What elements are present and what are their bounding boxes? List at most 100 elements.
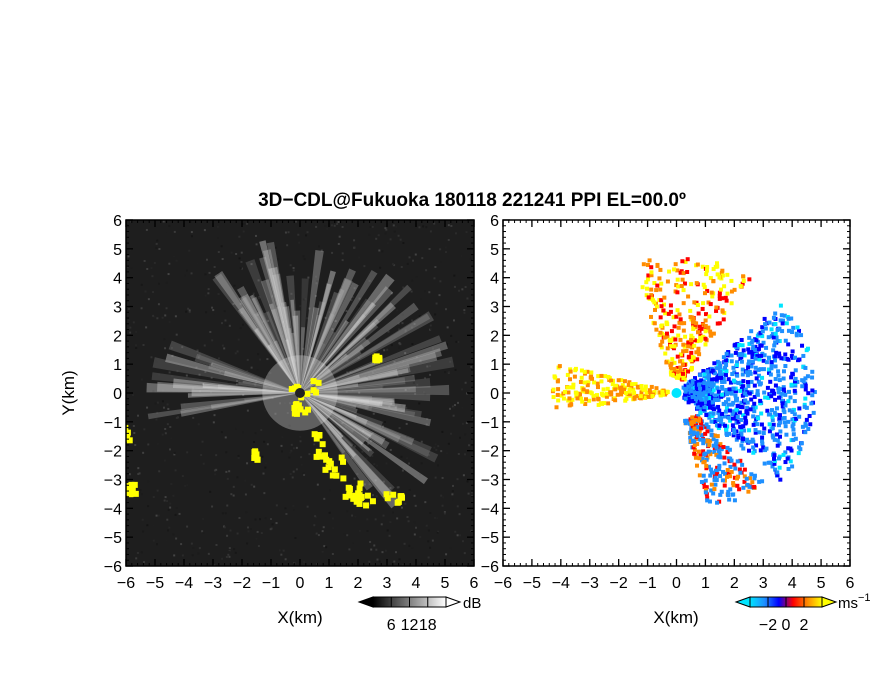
velocity-cell <box>738 356 743 361</box>
velocity-cell <box>711 411 716 416</box>
velocity-cell <box>739 443 744 448</box>
noise-speck <box>358 305 361 308</box>
noise-speck <box>444 308 447 311</box>
noise-speck <box>127 255 130 258</box>
noise-speck <box>246 222 249 225</box>
velocity-cell <box>721 355 726 360</box>
velocity-cell <box>803 365 808 370</box>
intensity-spoke <box>272 273 300 393</box>
noise-speck <box>331 328 334 331</box>
noise-speck <box>236 350 239 353</box>
intensity-highlight <box>373 357 380 364</box>
noise-speck <box>201 386 204 389</box>
noise-speck <box>127 319 130 322</box>
noise-speck <box>209 391 212 394</box>
intensity-highlight <box>315 448 322 455</box>
noise-speck <box>449 547 452 550</box>
velocity-cell <box>751 422 756 427</box>
velocity-cell <box>764 345 769 350</box>
velocity-cell <box>681 288 686 293</box>
velocity-cell <box>709 488 714 493</box>
velocity-cell <box>706 425 711 430</box>
noise-speck <box>129 220 132 223</box>
velocity-cell <box>760 334 765 339</box>
velocity-cell <box>596 374 601 379</box>
velocity-cell <box>689 333 694 338</box>
velocity-cell <box>620 383 625 388</box>
noise-speck <box>266 358 269 361</box>
velocity-cell <box>666 311 671 316</box>
velocity-cell <box>740 462 745 467</box>
velocity-cell <box>767 429 772 434</box>
velocity-cell <box>732 427 737 432</box>
intensity-spoke <box>238 381 300 393</box>
velocity-cell <box>745 400 750 405</box>
noise-speck <box>188 311 191 314</box>
velocity-cell <box>760 325 765 330</box>
velocity-cell <box>735 476 740 481</box>
intensity-spoke <box>300 298 371 393</box>
velocity-cell <box>659 345 664 350</box>
intensity-spoke <box>300 393 393 406</box>
noise-speck <box>341 422 344 425</box>
velocity-cell <box>632 395 637 400</box>
intensity-highlight <box>131 481 138 488</box>
velocity-cell <box>782 420 787 425</box>
velocity-cell <box>694 281 699 286</box>
velocity-cell <box>730 372 735 377</box>
velocity-cell <box>788 446 793 451</box>
velocity-cell <box>672 267 677 272</box>
noise-speck <box>323 545 326 548</box>
noise-speck <box>362 430 365 433</box>
noise-speck <box>155 242 158 245</box>
noise-speck <box>198 353 201 356</box>
velocity-cell <box>723 471 728 476</box>
velocity-cell <box>724 298 729 303</box>
velocity-cell <box>773 364 778 369</box>
velocity-cell <box>756 367 761 372</box>
noise-speck <box>433 277 436 280</box>
noise-speck <box>356 320 359 323</box>
noise-speck <box>424 377 427 380</box>
velocity-cell <box>599 379 604 384</box>
noise-speck <box>368 463 371 466</box>
noise-speck <box>415 526 418 529</box>
noise-speck <box>413 494 416 497</box>
noise-speck <box>388 405 391 408</box>
velocity-cell <box>707 415 712 420</box>
noise-speck <box>338 471 341 474</box>
noise-speck <box>227 381 230 384</box>
left-y-tick-label: 1 <box>113 357 122 374</box>
noise-speck <box>173 255 176 258</box>
noise-speck <box>351 542 354 545</box>
noise-speck <box>138 490 141 493</box>
velocity-cell <box>730 411 735 416</box>
noise-speck <box>190 231 193 234</box>
noise-speck <box>461 406 464 409</box>
noise-speck <box>164 347 167 350</box>
noise-speck <box>297 380 300 383</box>
intensity-spoke <box>187 393 300 398</box>
noise-speck <box>232 485 235 488</box>
velocity-cell <box>686 369 691 374</box>
velocity-cell <box>811 410 816 415</box>
noise-speck <box>378 249 381 252</box>
noise-speck <box>135 557 138 560</box>
velocity-cell <box>715 359 720 364</box>
noise-speck <box>320 249 323 252</box>
noise-speck <box>351 389 354 392</box>
intensity-highlight <box>390 491 397 498</box>
velocity-cell <box>753 420 758 425</box>
noise-speck <box>247 530 250 533</box>
noise-speck <box>397 234 400 237</box>
velocity-cell <box>680 259 685 264</box>
velocity-cell <box>686 341 691 346</box>
velocity-cell <box>812 390 817 395</box>
noise-speck <box>230 251 233 254</box>
velocity-cell <box>705 393 710 398</box>
noise-speck <box>330 413 333 416</box>
velocity-cell <box>679 369 684 374</box>
noise-speck <box>224 512 227 515</box>
noise-speck <box>167 508 170 511</box>
intensity-spoke <box>300 342 326 393</box>
